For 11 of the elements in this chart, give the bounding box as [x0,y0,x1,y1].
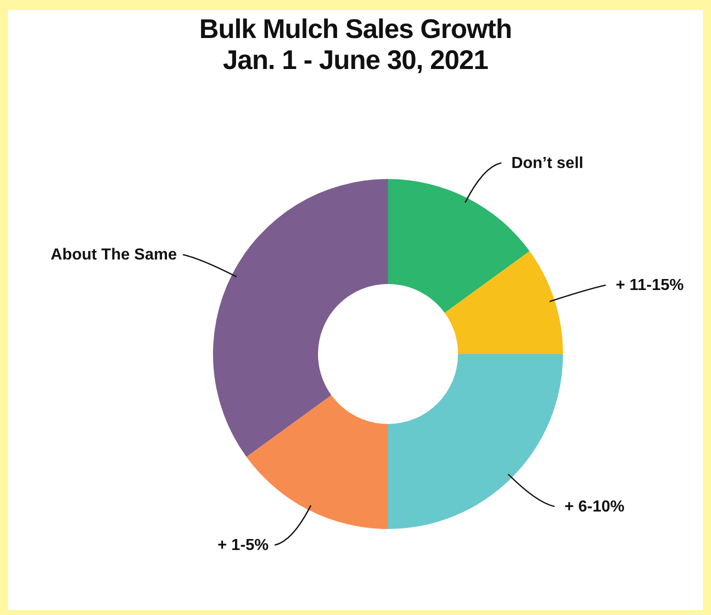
slice-label: About The Same [50,246,177,264]
donut-slice [246,395,388,529]
donut-slice [388,179,530,313]
donut-slice [213,179,388,457]
slice-label: + 1-5% [218,537,269,554]
slice-label: Don’t sell [511,154,584,172]
donut-slice [388,354,563,529]
slice-label: + 11-15% [616,277,684,294]
donut-slice [444,251,563,354]
chart-title: Bulk Mulch Sales Growth Jan. 1 - June 30, 2021 [198,14,513,76]
slice-label: + 6-10% [564,498,625,516]
